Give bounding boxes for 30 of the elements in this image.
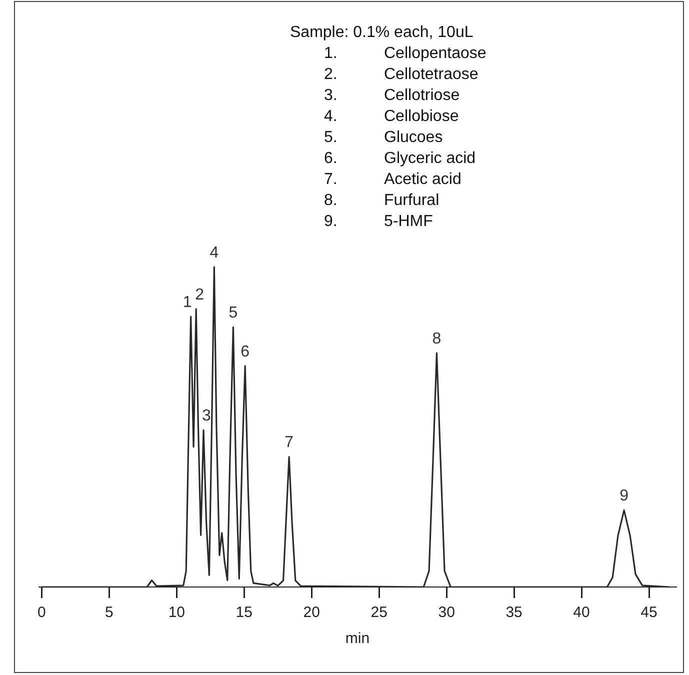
x-tick-label: 20	[303, 604, 320, 622]
annotation: 5	[228, 304, 238, 322]
x-tick-label: 15	[236, 604, 252, 622]
annotation: 8	[432, 330, 442, 348]
text: 2. Cellotetraose	[324, 66, 478, 83]
x-tick-label: 30	[438, 604, 455, 622]
annotation: 1	[182, 294, 192, 312]
annotation: 3	[202, 408, 212, 425]
text: 1. Cellopentaose	[324, 45, 486, 62]
text: Sample: 0.1% each, 10uL	[290, 23, 474, 43]
annotation: 2	[195, 286, 204, 304]
annotation: 7	[284, 434, 294, 452]
x-tick-label: 35	[506, 604, 522, 622]
x-tick-label: 25	[370, 604, 388, 622]
annotation: 4	[210, 244, 219, 262]
text: 9. 5-HMF	[324, 213, 433, 230]
text: 5. Glucoes	[324, 129, 443, 146]
x-axis-title: min	[345, 630, 370, 648]
text: 6. Glyceric acid	[324, 150, 476, 167]
x-tick-label: 0	[38, 604, 46, 622]
x-tick-label: 10	[168, 604, 185, 622]
text: 4. Cellobiose	[324, 108, 459, 125]
text: 3. Cellotriose	[324, 87, 460, 104]
x-tick-label: 40	[573, 604, 590, 622]
x-tick-label: 45	[640, 604, 658, 622]
text: 8. Furfural	[324, 192, 440, 209]
x-tick-label: 5	[105, 604, 114, 622]
annotation: 9	[620, 488, 629, 505]
text: 7. Acetic acid	[324, 171, 462, 188]
annotation: 6	[240, 343, 250, 360]
